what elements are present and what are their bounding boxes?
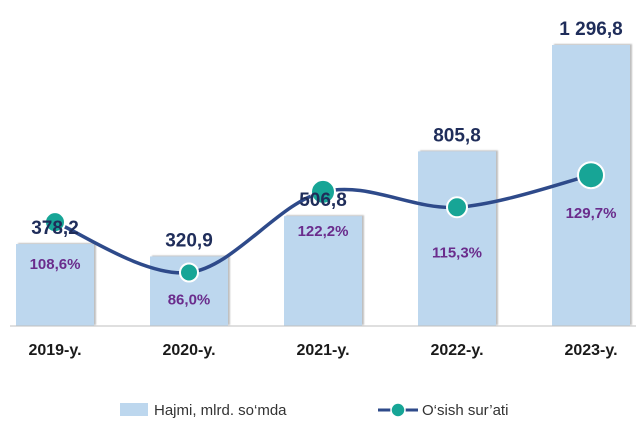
category-label: 2019-y. bbox=[28, 342, 81, 359]
legend-line-label: O‘sish sur’ati bbox=[422, 402, 508, 419]
growth-rate-label: 129,7% bbox=[566, 205, 617, 222]
growth-rate-point bbox=[310, 178, 336, 205]
legend-bar-label: Hajmi, mlrd. so‘mda bbox=[154, 402, 287, 419]
category-label: 2022-y. bbox=[430, 342, 483, 359]
growth-rate-point bbox=[179, 262, 199, 283]
category-label: 2020-y. bbox=[162, 342, 215, 359]
bar-value-label: 805,8 bbox=[433, 125, 481, 146]
legend: Hajmi, mlrd. so‘mda O‘sish sur’ati bbox=[120, 402, 508, 419]
bar-2022-y. bbox=[418, 151, 496, 326]
bar-value-label: 320,9 bbox=[165, 230, 213, 251]
labels-layer: 378,2 2019-y. 320,9 2020-y. 506,8 2021-y. 805,… bbox=[28, 19, 622, 359]
growth-rate-label: 115,3% bbox=[432, 244, 482, 261]
bar-value-label: 1 296,8 bbox=[559, 19, 622, 40]
growth-rate-point bbox=[577, 161, 605, 190]
bar-2019-y. bbox=[16, 244, 94, 326]
bar-value-label: 378,2 bbox=[31, 218, 79, 239]
bar-2021-y. bbox=[284, 216, 362, 326]
growth-rate-point bbox=[44, 211, 66, 234]
bar-value-label: 506,8 bbox=[299, 190, 347, 211]
growth-rate-point bbox=[446, 196, 468, 219]
category-label: 2023-y. bbox=[564, 342, 617, 359]
growth-rate-label: 86,0% bbox=[168, 292, 211, 309]
legend-bar-swatch bbox=[120, 403, 148, 416]
growth-rate-label: 122,2% bbox=[298, 223, 349, 240]
legend-line-marker bbox=[390, 402, 406, 418]
growth-rate-label: 108,6% bbox=[30, 256, 81, 273]
category-label: 2021-y. bbox=[296, 342, 349, 359]
line-layer bbox=[44, 161, 605, 283]
